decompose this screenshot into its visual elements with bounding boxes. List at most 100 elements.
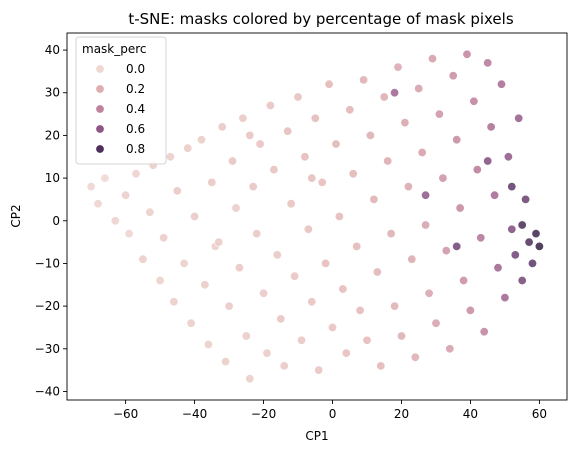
- data-point: [431, 318, 441, 328]
- data-point: [493, 263, 503, 273]
- data-point: [486, 122, 496, 132]
- legend-marker: [95, 124, 105, 134]
- data-point: [490, 190, 500, 200]
- data-point: [241, 331, 251, 341]
- legend-label: 0.6: [126, 122, 145, 136]
- y-axis-ticks: −40 −30 −20 −10 0 10 20 30 40: [35, 43, 67, 398]
- data-point: [248, 182, 258, 192]
- data-point: [214, 237, 224, 247]
- data-point: [355, 305, 365, 315]
- data-point: [293, 92, 303, 102]
- data-point: [265, 101, 275, 111]
- data-point: [379, 92, 389, 102]
- data-point: [121, 190, 131, 200]
- data-point: [390, 88, 400, 98]
- data-point: [224, 301, 234, 311]
- data-point: [472, 165, 482, 175]
- data-point: [441, 246, 451, 256]
- data-point: [190, 212, 200, 222]
- data-point: [238, 113, 248, 123]
- y-tick-label: −30: [35, 342, 60, 356]
- data-point: [348, 169, 358, 179]
- x-tick-label: −20: [251, 407, 276, 421]
- data-point: [372, 267, 382, 277]
- data-point: [396, 331, 406, 341]
- y-tick-label: 10: [45, 171, 60, 185]
- data-point: [386, 229, 396, 239]
- legend-items: 0.0 0.2 0.4 0.6 0.8: [95, 62, 145, 156]
- data-point: [245, 374, 255, 384]
- data-point: [159, 233, 169, 243]
- x-tick-label: 20: [394, 407, 409, 421]
- plot-frame: [66, 32, 568, 401]
- data-point: [296, 335, 306, 345]
- y-tick-label: 0: [52, 214, 60, 228]
- data-point: [496, 79, 506, 89]
- scatter-points: [86, 49, 544, 384]
- data-point: [462, 49, 472, 59]
- data-point: [476, 233, 486, 243]
- data-point: [110, 216, 120, 226]
- data-point: [334, 212, 344, 222]
- data-point: [448, 71, 458, 81]
- data-point: [100, 173, 110, 183]
- x-tick-label: −40: [182, 407, 207, 421]
- data-point: [452, 241, 462, 251]
- data-point: [517, 220, 527, 230]
- y-tick-label: 30: [45, 86, 60, 100]
- data-point: [310, 113, 320, 123]
- data-point: [479, 327, 489, 337]
- data-point: [197, 135, 207, 145]
- data-point: [427, 54, 437, 64]
- data-point: [362, 335, 372, 345]
- legend-label: 0.4: [126, 102, 145, 116]
- legend-marker: [95, 64, 105, 74]
- data-point: [534, 241, 544, 251]
- data-point: [231, 203, 241, 213]
- data-point: [145, 207, 155, 217]
- data-point: [369, 194, 379, 204]
- data-point: [483, 58, 493, 68]
- data-point: [507, 182, 517, 192]
- data-point: [269, 165, 279, 175]
- data-point: [365, 130, 375, 140]
- data-point: [390, 301, 400, 311]
- data-point: [376, 361, 386, 371]
- data-point: [138, 254, 148, 264]
- data-point: [172, 186, 182, 196]
- data-point: [521, 194, 531, 204]
- legend-marker: [95, 84, 105, 94]
- data-point: [383, 156, 393, 166]
- data-point: [400, 118, 410, 128]
- data-point: [307, 297, 317, 307]
- legend: mask_perc 0.0 0.2 0.4 0.6 0.8: [75, 36, 167, 165]
- y-tick-label: 20: [45, 128, 60, 142]
- data-point: [255, 139, 265, 149]
- data-point: [503, 152, 513, 162]
- data-point: [410, 352, 420, 362]
- legend-label: 0.2: [126, 82, 145, 96]
- legend-label: 0.8: [126, 142, 145, 156]
- chart-title: t-SNE: masks colored by percentage of ma…: [128, 10, 513, 28]
- data-point: [531, 229, 541, 239]
- data-point: [424, 288, 434, 298]
- x-tick-label: 0: [329, 407, 337, 421]
- legend-marker: [95, 104, 105, 114]
- data-point: [131, 169, 141, 179]
- data-point: [524, 237, 534, 247]
- data-point: [203, 339, 213, 349]
- data-point: [155, 275, 165, 285]
- data-point: [452, 135, 462, 145]
- data-point: [276, 314, 286, 324]
- data-point: [514, 113, 524, 123]
- data-point: [393, 62, 403, 72]
- data-point: [421, 220, 431, 230]
- data-point: [186, 318, 196, 328]
- data-point: [300, 152, 310, 162]
- data-point: [421, 190, 431, 200]
- data-point: [307, 173, 317, 183]
- data-point: [272, 250, 282, 260]
- legend-label: 0.0: [126, 62, 145, 76]
- data-point: [283, 126, 293, 136]
- data-point: [500, 293, 510, 303]
